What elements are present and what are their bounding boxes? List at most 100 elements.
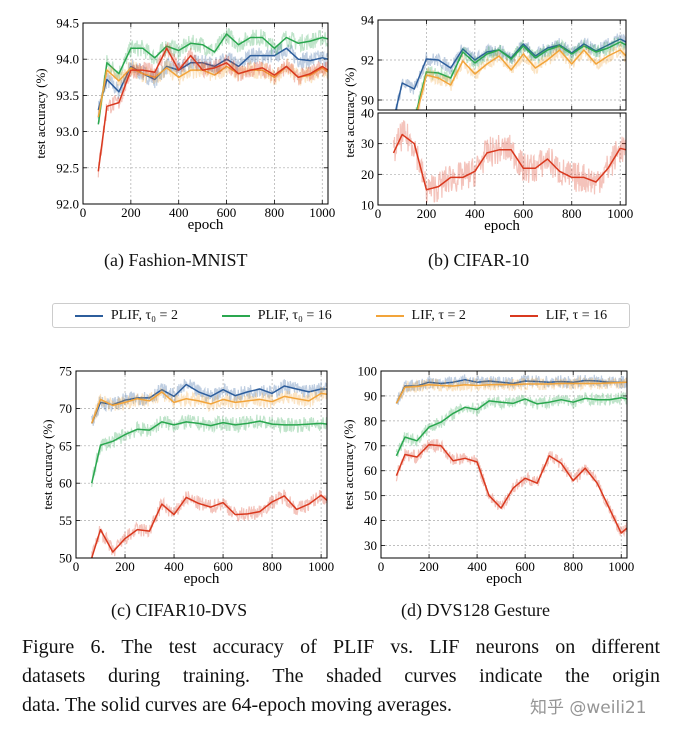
series-line xyxy=(395,381,627,404)
legend-swatch xyxy=(375,314,404,317)
y-tick-label: 30 xyxy=(364,538,377,553)
x-tick-label: 400 xyxy=(169,205,189,220)
y-tick-label: 50 xyxy=(59,551,72,566)
plot-frame xyxy=(82,22,329,205)
legend-swatch xyxy=(509,314,538,317)
y-tick-label: 93.0 xyxy=(56,124,79,139)
y-tick-label: 93.5 xyxy=(56,88,79,103)
x-tick-label: 1000 xyxy=(309,205,335,220)
x-tick-label: 200 xyxy=(121,205,141,220)
series-line xyxy=(97,47,328,111)
plot-frame xyxy=(380,370,628,559)
y-tick-label: 40 xyxy=(361,106,374,121)
raw-series-line xyxy=(91,386,327,423)
x-tick-label: 0 xyxy=(378,559,385,574)
caption-a: (a) Fashion-MNIST xyxy=(104,250,248,270)
x-tick-label: 800 xyxy=(265,205,285,220)
x-tick-label: 400 xyxy=(465,206,485,221)
x-axis-label: epoch xyxy=(486,571,522,587)
series-group xyxy=(395,33,626,110)
raw-series-line xyxy=(91,489,327,558)
series-line xyxy=(90,494,327,558)
figure-caption-line: data. The solid curves are 64-epoch movi… xyxy=(22,694,453,716)
figure-caption-line: datasets during training. The shaded cur… xyxy=(22,665,660,687)
y-tick-label: 94 xyxy=(361,13,375,28)
raw-series-line xyxy=(395,439,627,538)
x-tick-label: 1000 xyxy=(608,559,634,574)
chart-0: 92.0 92.5 93.0 93.5 94.0 94.5 0 200 400 600 800 100… xyxy=(33,16,335,234)
y-axis-label: test accuracy (%) xyxy=(40,419,55,509)
y-tick-label: 40 xyxy=(364,513,377,528)
legend-label: LIF, τ = 16 xyxy=(545,307,608,323)
y-tick-label: 30 xyxy=(361,136,374,151)
series-line xyxy=(91,383,327,424)
y-tick-label: 92.0 xyxy=(56,197,79,212)
x-tick-label: 1000 xyxy=(308,559,334,574)
series-line xyxy=(97,33,328,125)
legend-item: PLIF, τ₀ = 2 xyxy=(74,307,178,324)
y-tick-label: 94.0 xyxy=(56,52,79,67)
y-axis-label: test accuracy (%) xyxy=(342,67,357,157)
series-group xyxy=(90,379,327,558)
legend-label: LIF, τ = 2 xyxy=(411,307,466,323)
x-tick-label: 200 xyxy=(115,559,135,574)
x-tick-label: 600 xyxy=(515,559,535,574)
y-axis-label: test accuracy (%) xyxy=(33,68,48,158)
raw-series-line xyxy=(392,120,626,203)
y-tick-label: 60 xyxy=(364,463,377,478)
series-line xyxy=(392,133,626,191)
caption-b: (b) CIFAR-10 xyxy=(428,250,530,270)
x-axis-label: epoch xyxy=(484,218,520,234)
legend-item: PLIF, τ₀ = 16 xyxy=(221,308,332,324)
legend-swatch xyxy=(74,314,103,317)
y-tick-label: 70 xyxy=(59,401,72,416)
series-line xyxy=(90,420,327,484)
x-tick-label: 200 xyxy=(417,206,437,221)
raw-series-line xyxy=(97,42,328,178)
y-tick-label: 94.5 xyxy=(56,16,79,31)
y-axis-label: test accuracy (%) xyxy=(341,419,356,509)
x-tick-label: 600 xyxy=(217,205,237,220)
x-axis-label: epoch xyxy=(184,571,220,587)
x-tick-label: 1000 xyxy=(607,206,633,221)
plot-frame xyxy=(377,19,627,111)
x-tick-label: 400 xyxy=(467,559,487,574)
series-group xyxy=(97,28,328,178)
legend-item: LIF, τ = 2 xyxy=(375,307,466,324)
plot-frame xyxy=(75,370,328,559)
y-tick-label: 90 xyxy=(361,93,374,108)
series-group xyxy=(395,374,627,538)
series-line xyxy=(416,49,626,110)
y-tick-label: 75 xyxy=(59,364,72,379)
series-line xyxy=(395,396,627,457)
figure-caption: Figure 6. The test accuracy of PLIF vs. … xyxy=(22,633,660,720)
series-line xyxy=(395,378,627,404)
x-axis-label: epoch xyxy=(188,217,224,233)
x-tick-label: 0 xyxy=(73,559,80,574)
raw-series-line xyxy=(395,33,626,110)
plot-frame xyxy=(377,112,627,206)
series-line xyxy=(97,47,328,172)
series-group xyxy=(392,120,626,203)
y-tick-label: 10 xyxy=(361,198,374,213)
y-tick-label: 55 xyxy=(59,513,72,528)
series-line xyxy=(416,41,626,110)
caption-c: (c) CIFAR10-DVS xyxy=(111,600,248,620)
figure-caption-line: Figure 6. The test accuracy of PLIF vs. … xyxy=(22,636,660,658)
caption-d: (d) DVS128 Gesture xyxy=(401,600,550,620)
watermark: 知乎 @weili21 xyxy=(530,698,647,718)
y-tick-label: 90 xyxy=(364,388,377,403)
legend-label: PLIF, τ₀ = 2 xyxy=(110,307,178,323)
y-tick-label: 70 xyxy=(364,438,377,453)
raw-series-line xyxy=(97,28,328,123)
legend-item: LIF, τ = 16 xyxy=(509,307,608,324)
x-tick-label: 400 xyxy=(164,559,184,574)
x-tick-label: 0 xyxy=(375,206,382,221)
y-tick-label: 92 xyxy=(361,53,374,68)
x-tick-label: 800 xyxy=(563,559,583,574)
legend-swatch xyxy=(221,314,250,317)
y-tick-label: 100 xyxy=(358,364,378,379)
